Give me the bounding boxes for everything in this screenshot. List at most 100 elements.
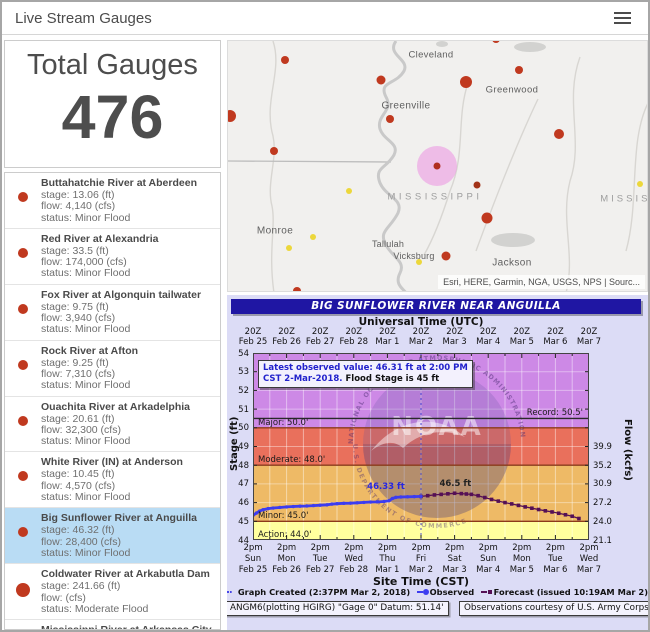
gauge-map-marker[interactable] [310, 234, 316, 240]
cst-tick-day: Tue [312, 554, 328, 564]
gauge-detail-line: status: Moderate Flood [41, 602, 149, 615]
observed-line-icon [417, 589, 430, 595]
gauge-name: Fox River at Algonquin tailwater [41, 288, 202, 301]
app-header: Live Stream Gauges [2, 2, 648, 35]
menu-icon[interactable] [610, 8, 635, 28]
annotation-line2-blue: CST 2-Mar-2018. [263, 374, 343, 384]
cst-tick-time: 2pm [411, 543, 431, 553]
top-axis-label: Universal Time (UTC) [358, 316, 484, 328]
gauge-detail-line: flow: 174,000 (cfs) [41, 256, 127, 269]
gauge-detail-line: status: Minor Flood [41, 323, 131, 336]
gauge-map-marker[interactable] [554, 129, 564, 139]
gauge-name: Rock River at Afton [41, 344, 139, 357]
gauge-map-marker[interactable] [386, 115, 394, 123]
cst-tick-date: Mar 4 [476, 565, 501, 575]
gauge-map-marker[interactable] [460, 76, 472, 88]
cst-tick-date: Feb 27 [305, 565, 335, 575]
map-canvas[interactable]: Cleveland Greenville Greenwood MISSISSIPPI M… [227, 40, 648, 292]
cst-tick-time: 2pm [512, 543, 532, 553]
gauge-map-marker[interactable] [376, 75, 386, 85]
cst-tick-time: 2pm [377, 543, 397, 553]
utc-tick-date: Feb 26 [272, 337, 301, 347]
gauge-status-dot-icon [18, 359, 28, 370]
gauge-map-marker[interactable] [346, 188, 352, 194]
gauge-map-marker[interactable] [416, 259, 422, 265]
gauge-detail-line: stage: 9.75 (ft) [41, 300, 109, 313]
gauge-map-marker[interactable] [293, 287, 301, 291]
list-item[interactable]: Ouachita River at Arkadelphia stage: 20.6… [5, 397, 220, 453]
forecast-peak-label: 46.5 ft [439, 478, 472, 489]
utc-tick-time: 20Z [547, 327, 564, 337]
gauge-detail-line: flow: (cfs) [41, 591, 86, 604]
gauge-map-marker[interactable] [473, 181, 481, 189]
cst-tick-day: Sun [480, 554, 497, 564]
gauge-map-marker[interactable] [228, 110, 236, 122]
list-item[interactable]: Fox River at Algonquin tailwater stage: 9… [5, 285, 220, 341]
cst-tick-day: Sun [244, 554, 262, 564]
flow-tick: 21.1 [593, 535, 612, 546]
cst-tick-date: Mar 1 [375, 565, 400, 575]
cst-tick-time: 2pm [445, 543, 465, 553]
gauge-name: Coldwater River at Arkabutla Dam [41, 568, 210, 581]
gauge-name: Buttahatchie River at Aberdeen [41, 177, 197, 189]
stage-tick: 49 [238, 442, 249, 452]
list-item[interactable]: White River (IN) at Anderson stage: 10.45… [5, 452, 220, 509]
gauge-map-marker[interactable] [281, 56, 289, 64]
flood-threshold-label: Minor: 45.0' [258, 511, 309, 522]
gauge-detail-line: stage: 10.45 (ft) [41, 468, 115, 481]
gauge-map-marker[interactable] [481, 212, 493, 224]
total-gauges-label: Total Gauges [27, 49, 198, 81]
utc-tick-date: Feb 25 [238, 337, 268, 347]
list-item[interactable]: Rock River at Afton stage: 9.25 (ft) flow:… [5, 341, 220, 397]
gauge-status-dot-icon [18, 247, 28, 258]
cst-tick-time: 2pm [344, 543, 364, 553]
utc-tick-date: Feb 27 [305, 337, 335, 347]
cst-tick-day: Sat [447, 554, 462, 564]
list-item[interactable]: Buttahatchie River at Aberdeen stage: 13.… [5, 173, 220, 229]
hydrograph-panel: BIG SUNFLOWER RIVER NEAR ANGUILLA Univer… [227, 295, 648, 632]
map-basemap [228, 41, 647, 291]
cst-tick-day: Mon [512, 554, 531, 564]
list-item[interactable]: Coldwater River at Arkabutla Dam stage: 2… [5, 564, 220, 621]
stage-tick: 44 [238, 535, 249, 546]
cst-tick-day: Mon [277, 554, 296, 564]
gauge-list[interactable]: Buttahatchie River at Aberdeen stage: 13.… [4, 172, 221, 630]
gauge-detail-line: flow: 3,940 (cfs) [41, 312, 116, 325]
forecast-line-icon [481, 590, 493, 594]
app-title: Live Stream Gauges [15, 9, 152, 27]
cst-tick-time: 2pm [243, 543, 263, 553]
latest-observed-annotation: Latest observed value: 46.31 ft at 2:00 … [258, 360, 473, 388]
gauge-map-marker[interactable] [286, 245, 292, 251]
stage-tick: 45 [238, 516, 249, 527]
gauge-detail-line: stage: 20.61 (ft) [41, 412, 115, 425]
flow-tick: 39.9 [593, 442, 612, 452]
gauge-map-marker[interactable] [270, 147, 278, 155]
gauge-name: Big Sunflower River at Anguilla [41, 512, 197, 525]
gauge-detail-line: flow: 28,400 (cfs) [41, 535, 121, 548]
gauge-detail-line: status: Minor Flood [41, 491, 131, 504]
list-item[interactable]: Mississippi River at Arkansas Citystage:… [5, 620, 220, 629]
total-gauges-card: Total Gauges 476 [4, 40, 221, 168]
gauge-status-dot-icon [18, 192, 28, 202]
cst-tick-date: Feb 28 [339, 565, 369, 575]
graph-created-line-icon [227, 591, 232, 593]
gauge-map-marker[interactable] [515, 66, 523, 74]
map-attribution: Esri, HERE, Garmin, NGA, USGS, NPS | Sou… [438, 275, 645, 289]
stage-tick: 53 [238, 367, 249, 378]
selected-gauge-marker[interactable] [433, 162, 441, 170]
right-axis-label: Flow (kcfs) [622, 419, 633, 481]
utc-tick-date: Mar 6 [543, 337, 568, 347]
gauge-map-marker[interactable] [441, 251, 451, 261]
gauge-map-marker[interactable] [637, 181, 643, 187]
gauge-detail-line: stage: 241.66 (ft) [41, 580, 121, 593]
flow-tick: 24.0 [593, 516, 612, 527]
gauge-map-marker[interactable] [492, 41, 500, 43]
cst-tick-day: Wed [344, 554, 364, 564]
stage-tick: 47 [238, 479, 249, 490]
list-item[interactable]: Big Sunflower River at Anguilla stage: 46… [5, 508, 220, 565]
flow-tick: 30.9 [593, 479, 612, 490]
utc-tick-time: 20Z [244, 327, 262, 337]
stage-tick: 48 [238, 460, 249, 471]
stage-tick: 54 [238, 348, 249, 359]
list-item[interactable]: Red River at Alexandria stage: 33.5 (ft) f… [5, 229, 220, 285]
